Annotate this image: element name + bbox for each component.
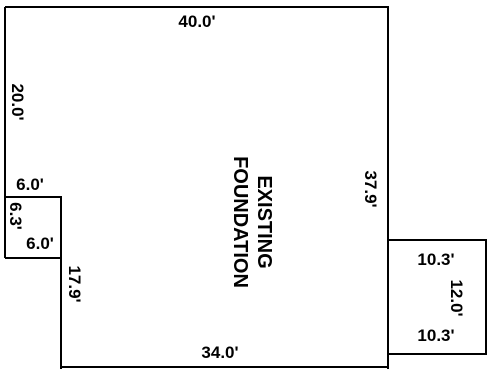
dim-bottom: 34.0' <box>201 343 238 362</box>
dim-annex-bottom: 10.3' <box>417 326 454 345</box>
dim-right: 37.9' <box>361 170 380 207</box>
dim-left-lower: 17.9' <box>65 265 84 302</box>
dim-annex-side: 12.0' <box>447 279 466 316</box>
foundation-outline <box>4 6 389 369</box>
label-foundation: FOUNDATION <box>229 156 251 288</box>
dim-bump-bottom: 6.0' <box>26 234 54 253</box>
dim-bump-side: 6.3' <box>6 202 25 230</box>
dim-bump-top: 6.0' <box>16 175 44 194</box>
dim-top: 40.0' <box>178 12 215 31</box>
dim-annex-top: 10.3' <box>417 250 454 269</box>
label-existing: EXISTING <box>253 175 275 268</box>
right-annex-outline <box>388 239 487 355</box>
dim-left-upper: 20.0' <box>8 83 27 120</box>
